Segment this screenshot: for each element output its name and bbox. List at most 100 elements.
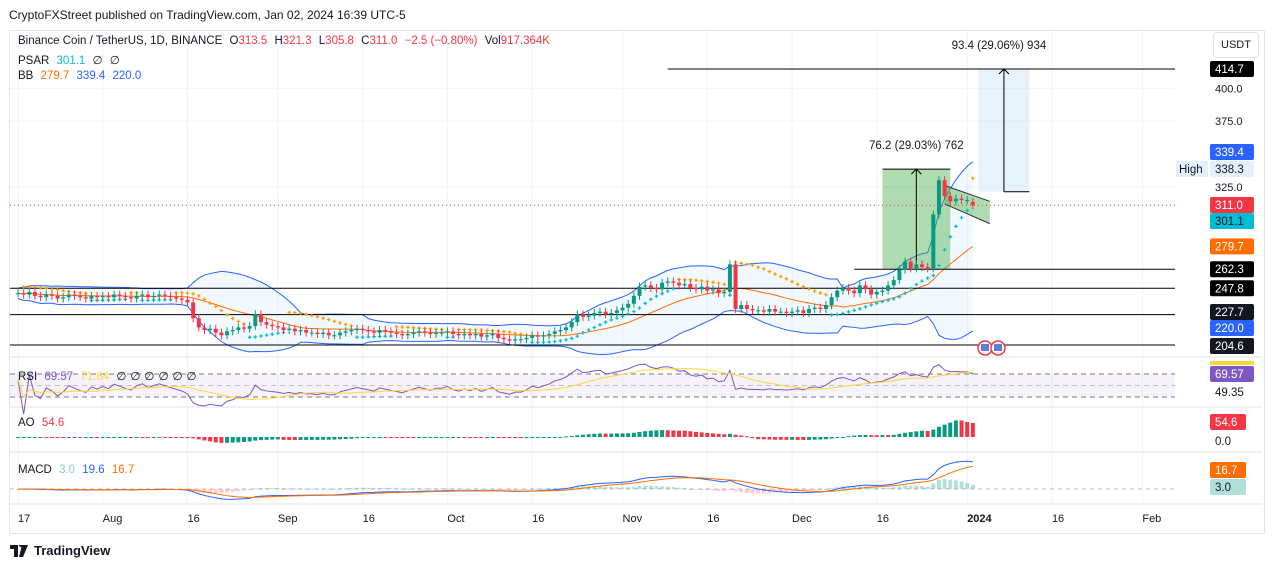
ao-bar: [349, 437, 354, 439]
candle: [388, 327, 393, 337]
candle: [456, 329, 461, 340]
price-label-bg: [1210, 320, 1254, 336]
psar-dot: [355, 335, 359, 340]
macd-hist-bar: [501, 489, 506, 490]
high-tag-bg: [1176, 161, 1208, 177]
candle-body: [744, 305, 749, 310]
ao-bar: [592, 433, 597, 437]
candle-body: [959, 198, 964, 200]
candle: [869, 285, 874, 299]
candle: [422, 327, 427, 337]
bb-basis-line: [17, 245, 974, 337]
candle: [394, 328, 399, 338]
ao-bar: [292, 437, 297, 441]
ao-bar: [631, 432, 636, 437]
candle: [66, 290, 71, 302]
ao-bar: [773, 437, 778, 440]
psar-dot: [321, 316, 325, 321]
psar-dot: [773, 272, 777, 276]
candle: [185, 295, 190, 307]
psar-legend[interactable]: PSAR 301.1 ∅ ∅: [18, 53, 124, 67]
pane-label-bg: [1210, 366, 1254, 382]
ao-bar: [750, 437, 755, 438]
candle: [886, 281, 891, 295]
ao-bar: [304, 437, 309, 440]
candle-body: [710, 289, 715, 291]
psar-dot: [920, 279, 924, 283]
candle: [411, 328, 416, 338]
psar-dot: [824, 292, 828, 297]
psar-dot: [739, 261, 743, 266]
price-label: 220.0: [1215, 323, 1244, 335]
bb-lower-line: [17, 298, 974, 356]
macd-hist-bar: [462, 488, 467, 490]
ao-bar: [484, 437, 489, 438]
candle: [168, 291, 173, 302]
ao-bar: [710, 433, 715, 437]
macd-hist-bar: [948, 479, 953, 489]
ao-bar: [648, 430, 653, 437]
ao-bar: [32, 437, 37, 438]
psar-dot: [338, 321, 342, 325]
psar-dot: [643, 301, 647, 306]
candle: [535, 331, 540, 341]
psar-dot: [343, 322, 348, 327]
price-label-bg: [1210, 161, 1254, 177]
candle-body: [275, 326, 280, 328]
candle-body: [897, 269, 902, 281]
candle-body: [140, 294, 145, 296]
candle-body: [383, 330, 388, 332]
symbol-title: Binance Coin / TetherUS, 1D, BINANCE: [18, 35, 223, 47]
currency-button[interactable]: USDT: [1213, 32, 1259, 58]
candle: [258, 310, 263, 327]
ao-legend[interactable]: AO 54.6: [18, 417, 68, 429]
macd-hist-bar: [445, 488, 450, 490]
candle: [32, 287, 37, 300]
tradingview-logo[interactable]: TradingView: [10, 543, 110, 558]
psar-dot: [219, 308, 224, 313]
candle-body: [891, 280, 896, 286]
candle-body: [162, 294, 167, 296]
macd-hist-bar: [727, 489, 732, 490]
ao-bar: [38, 437, 43, 438]
bb-legend[interactable]: BB 279.7 339.4 220.0: [18, 70, 145, 82]
bb-label: BB: [18, 70, 34, 82]
ao-bar: [479, 437, 484, 438]
candle: [778, 307, 783, 316]
candle-body: [682, 284, 687, 286]
ao-bar: [112, 437, 117, 438]
macd-hist-bar: [383, 487, 388, 489]
candle-body: [970, 201, 975, 206]
candle: [343, 327, 348, 337]
pane-axis-label: 3.0: [1215, 482, 1231, 494]
candle: [451, 327, 456, 338]
macd-hist-bar: [654, 486, 659, 489]
ao-bar: [230, 437, 235, 443]
ao-bar: [524, 437, 529, 439]
ao-bar: [744, 436, 749, 438]
rsi-legend[interactable]: RSI 69.57 71.84 ∅ ∅ ∅ ∅ ∅ ∅: [18, 369, 201, 383]
candle-body: [507, 339, 512, 341]
candle: [270, 320, 275, 331]
candle: [761, 306, 766, 316]
candle: [829, 293, 834, 310]
ao-bar: [145, 437, 150, 438]
candle: [287, 324, 292, 335]
candle: [315, 328, 320, 338]
ao-bar: [49, 437, 54, 438]
time-axis-label: Dec: [792, 513, 812, 525]
candle: [677, 278, 682, 290]
candle-body: [247, 326, 252, 329]
candle: [247, 322, 252, 333]
candle-body: [920, 264, 924, 267]
candle: [603, 307, 608, 319]
macd-legend[interactable]: MACD 3.0 19.6 16.7: [18, 464, 138, 476]
candle: [948, 192, 953, 206]
candle-body: [468, 333, 472, 336]
candle-body: [16, 293, 20, 295]
candle: [95, 291, 100, 302]
ao-bar: [790, 437, 795, 440]
candle: [321, 328, 326, 338]
ao-bar: [394, 437, 399, 438]
